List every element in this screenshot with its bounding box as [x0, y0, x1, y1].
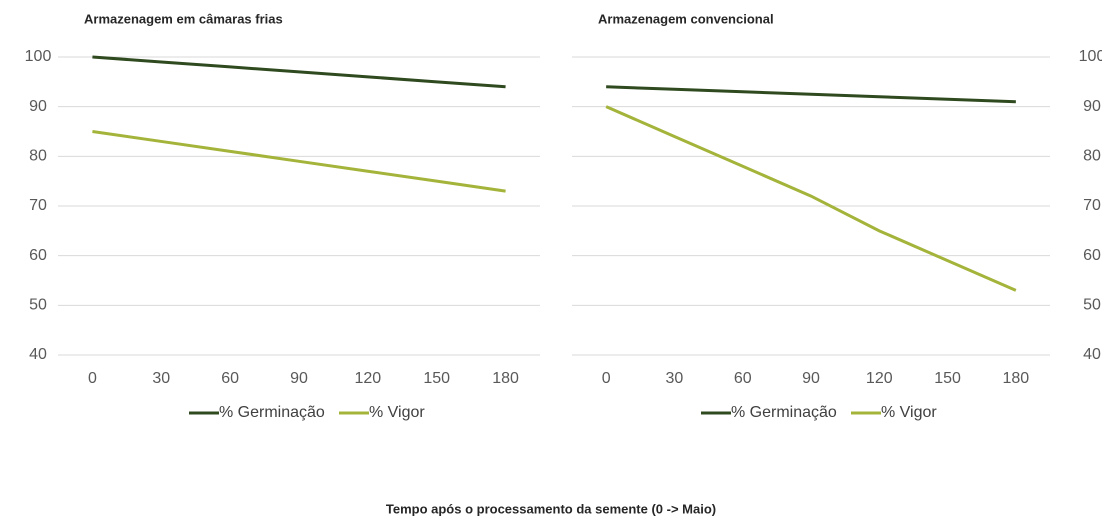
- y-tick-label: 100: [1079, 48, 1102, 65]
- series-line: [605, 105, 1017, 292]
- y-tick-label: 80: [1083, 148, 1101, 165]
- series-line: [92, 55, 506, 89]
- chart-title: Armazenagem convencional: [598, 11, 774, 26]
- y-tick-label: 40: [1083, 346, 1101, 363]
- y-tick-label: 60: [29, 247, 47, 264]
- x-tick-label: 60: [221, 370, 239, 387]
- x-tick-label: 90: [802, 370, 820, 387]
- y-tick-label: 90: [1083, 98, 1101, 115]
- x-tick-label: 30: [152, 370, 170, 387]
- y-tick-label: 70: [29, 197, 47, 214]
- y-tick-label: 50: [29, 297, 47, 314]
- legend-label: % Vigor: [369, 404, 425, 421]
- legend-label: % Germinação: [731, 404, 837, 421]
- y-tick-label: 90: [29, 98, 47, 115]
- legend-label: % Vigor: [881, 404, 937, 421]
- legend-label: % Germinação: [219, 404, 325, 421]
- y-tick-label: 60: [1083, 247, 1101, 264]
- y-tick-label: 70: [1083, 197, 1101, 214]
- x-tick-label: 150: [934, 370, 961, 387]
- x-tick-label: 90: [290, 370, 308, 387]
- y-tick-label: 40: [29, 346, 47, 363]
- series-line: [92, 130, 506, 193]
- y-tick-label: 100: [25, 48, 52, 65]
- x-tick-label: 0: [602, 370, 611, 387]
- series-line: [606, 85, 1016, 104]
- x-axis-label: Tempo após o processamento da semente (0…: [386, 501, 716, 516]
- x-tick-label: 120: [355, 370, 382, 387]
- y-tick-label: 80: [29, 148, 47, 165]
- chart-title: Armazenagem em câmaras frias: [84, 11, 283, 26]
- x-tick-label: 60: [734, 370, 752, 387]
- x-tick-label: 150: [423, 370, 450, 387]
- x-tick-label: 120: [866, 370, 893, 387]
- x-tick-label: 180: [1003, 370, 1030, 387]
- x-tick-label: 30: [666, 370, 684, 387]
- y-tick-label: 50: [1083, 297, 1101, 314]
- x-tick-label: 180: [492, 370, 519, 387]
- x-tick-label: 0: [88, 370, 97, 387]
